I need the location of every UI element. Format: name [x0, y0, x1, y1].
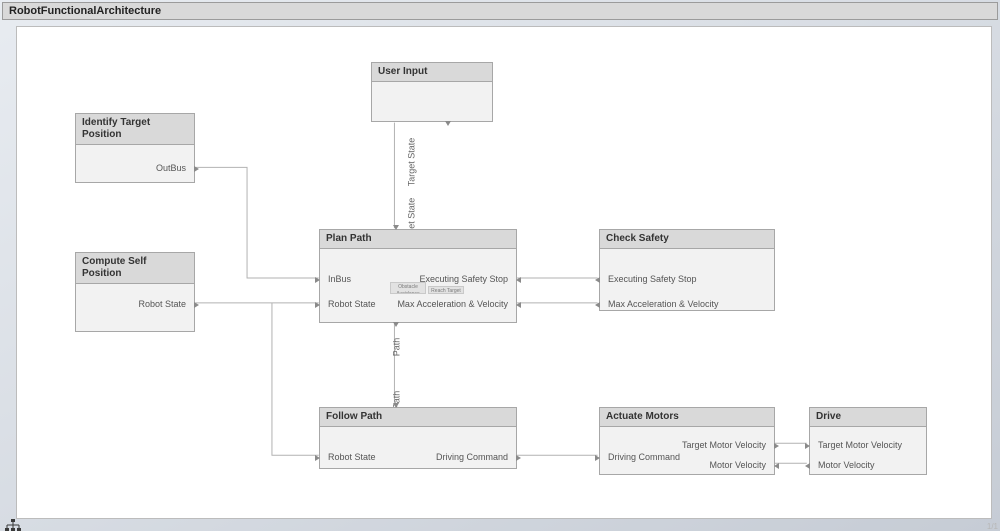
port-arrow-icon — [595, 455, 600, 461]
block-header: Drive — [810, 408, 926, 427]
port-arrow-icon — [315, 455, 320, 461]
footer-runtime-label: 1/1 — [987, 522, 998, 531]
block-user-input[interactable]: User Input — [371, 62, 493, 122]
port-exec-stop-out[interactable]: Executing Safety Stop — [608, 274, 697, 284]
port-driving-cmd-in[interactable]: Driving Command — [608, 452, 680, 462]
port-driving-cmd-out[interactable]: Driving Command — [436, 452, 508, 462]
block-plan-path[interactable]: Plan Path InBus Robot State Executing Safet… — [319, 229, 517, 323]
block-header: Follow Path — [320, 408, 516, 427]
port-arrow-icon — [445, 121, 451, 126]
diagram-titlebar: RobotFunctionalArchitecture — [2, 2, 998, 20]
block-identify-target[interactable]: Identify Target Position OutBus — [75, 113, 195, 183]
port-arrow-icon — [393, 322, 399, 327]
port-mv-out[interactable]: Motor Velocity — [818, 460, 875, 470]
block-header: Identify Target Position — [76, 114, 194, 145]
port-arrow-icon — [805, 443, 810, 449]
block-actuate-motors[interactable]: Actuate Motors Driving CommandTarget Moto… — [599, 407, 775, 475]
port-arrow-icon — [774, 443, 779, 449]
hierarchy-icon[interactable] — [4, 518, 22, 531]
block-compute-self[interactable]: Compute Self Position Robot State — [75, 252, 195, 332]
port-max-av-out[interactable]: Max Acceleration & Velocity — [608, 299, 719, 309]
port-arrow-icon — [194, 302, 199, 308]
micro-block: Obstacle Avoidance — [390, 282, 426, 294]
port-outbus[interactable]: OutBus — [156, 163, 186, 173]
port-arrow-icon — [595, 302, 600, 308]
block-check-safety[interactable]: Check Safety Executing Safety Stop Max Acc… — [599, 229, 775, 311]
edge-label: Target State — [406, 138, 416, 187]
port-robot-state-in2[interactable]: Robot State — [328, 452, 376, 462]
micro-block: Reach Target State — [428, 286, 464, 294]
port-tmv-in[interactable]: Target Motor Velocity — [818, 440, 902, 450]
port-robot-state-in[interactable]: Robot State — [328, 299, 376, 309]
diagram-canvas: Target StateTarget StatePathPath User In… — [16, 26, 992, 519]
diagram-title: RobotFunctionalArchitecture — [9, 5, 161, 17]
port-arrow-icon — [805, 463, 810, 469]
port-arrow-icon — [393, 403, 399, 408]
block-header: Actuate Motors — [600, 408, 774, 427]
port-mv-in[interactable]: Motor Velocity — [709, 460, 766, 470]
wire — [195, 167, 318, 278]
port-arrow-icon — [315, 277, 320, 283]
block-header: User Input — [372, 63, 492, 82]
block-header: Check Safety — [600, 230, 774, 249]
port-max-av-in[interactable]: Max Acceleration & Velocity — [397, 299, 508, 309]
port-arrow-icon — [595, 277, 600, 283]
port-arrow-icon — [393, 225, 399, 230]
wire — [272, 303, 319, 455]
port-arrow-icon — [516, 277, 521, 283]
port-arrow-icon — [315, 302, 320, 308]
edge-label: Path — [391, 338, 401, 357]
block-drive[interactable]: Drive Target Motor Velocity Motor Velocity — [809, 407, 927, 475]
port-tmv-out[interactable]: Target Motor Velocity — [682, 440, 766, 450]
block-header: Plan Path — [320, 230, 516, 249]
block-header: Compute Self Position — [76, 253, 194, 284]
port-exec-stop-in[interactable]: Executing Safety Stop — [419, 274, 508, 284]
port-arrow-icon — [516, 455, 521, 461]
port-arrow-icon — [516, 302, 521, 308]
port-inbus[interactable]: InBus — [328, 274, 351, 284]
port-arrow-icon — [774, 463, 779, 469]
block-follow-path[interactable]: Follow Path Robot State Driving Command — [319, 407, 517, 469]
port-robot-state-out[interactable]: Robot State — [138, 299, 186, 309]
port-arrow-icon — [194, 166, 199, 172]
